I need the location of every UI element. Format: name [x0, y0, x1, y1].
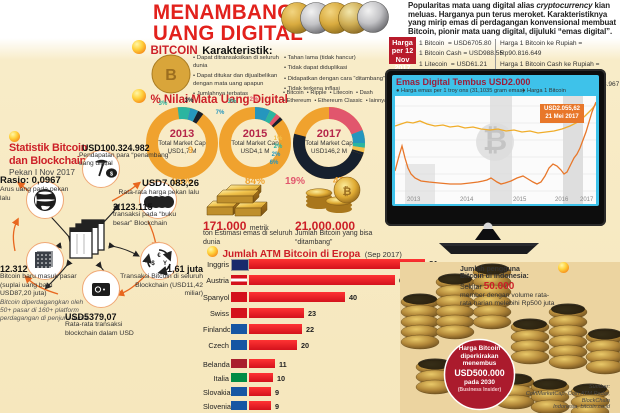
svg-text:2017: 2017 — [580, 197, 594, 203]
svg-text:2015: 2015 — [513, 197, 527, 203]
svg-text:₿: ₿ — [343, 186, 352, 198]
svg-text:$: $ — [110, 172, 113, 178]
svg-text:2014: 2014 — [460, 197, 474, 203]
svg-text:2016: 2016 — [555, 197, 569, 203]
svg-text:2013: 2013 — [407, 197, 421, 203]
